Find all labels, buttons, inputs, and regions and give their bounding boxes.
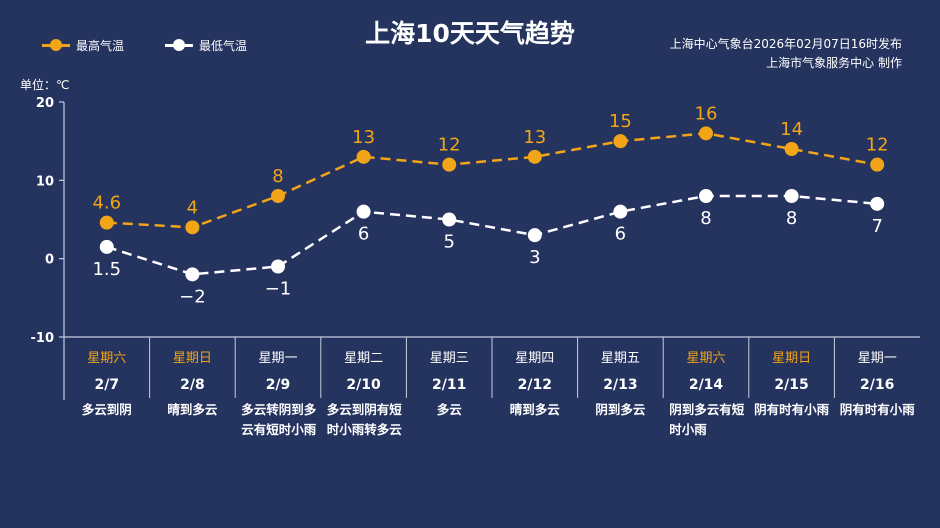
low-temp-label: 3 xyxy=(529,247,540,268)
high-temp-label: 15 xyxy=(609,111,632,132)
high-temp-label: 8 xyxy=(272,166,283,187)
high-temp-label: 14 xyxy=(780,119,803,140)
high-temp-label: 16 xyxy=(695,103,718,124)
high-temp-line xyxy=(106,132,878,229)
low-temp-point xyxy=(784,189,799,203)
weather-text: 时小雨 xyxy=(669,422,707,437)
weather-text: 阴到多云有短 xyxy=(669,402,745,417)
date-label: 2/10 xyxy=(346,377,381,393)
weekday-label: 星期一 xyxy=(858,351,897,366)
weather-text: 多云到阴有短 xyxy=(327,402,403,417)
low-temp-label: 1.5 xyxy=(92,259,121,280)
date-label: 2/9 xyxy=(266,377,291,393)
high-temp-point xyxy=(271,189,285,203)
high-temp-point xyxy=(699,126,713,141)
weather-text: 多云转阴到多 xyxy=(241,402,317,417)
weather-text: 阴有时有小雨 xyxy=(754,402,830,417)
legend-high-marker xyxy=(42,39,70,51)
weekday-label: 星期日 xyxy=(173,351,212,366)
legend-low-marker xyxy=(165,39,193,51)
date-label: 2/14 xyxy=(689,377,724,393)
low-temp-line xyxy=(106,194,878,276)
issuer-line2: 上海市气象服务中心 制作 xyxy=(766,56,902,70)
low-temp-point xyxy=(699,189,713,203)
low-temp-point xyxy=(185,267,200,282)
weekday-label: 星期日 xyxy=(772,351,811,366)
weekday-label: 星期六 xyxy=(87,351,126,366)
date-label: 2/7 xyxy=(94,377,119,393)
low-temp-label: −1 xyxy=(265,279,292,300)
chart-title: 上海10天天气趋势 xyxy=(365,19,575,48)
low-temp-point xyxy=(442,212,457,227)
y-tick-label: 0 xyxy=(45,253,54,268)
high-temp-label: 13 xyxy=(523,127,546,148)
legend-low: 最低气温 xyxy=(165,37,247,54)
low-temp-point xyxy=(356,204,371,219)
legend-high: 最高气温 xyxy=(42,37,124,54)
low-temp-label: 6 xyxy=(615,224,626,245)
low-temp-point xyxy=(271,259,285,274)
issuer-line1: 上海中心气象台2026年02月07日16时发布 xyxy=(669,37,902,51)
date-label: 2/16 xyxy=(860,377,894,393)
low-temp-label: 6 xyxy=(358,224,369,245)
y-axis-label: 单位：℃ xyxy=(20,78,70,92)
weather-text: 云有短时小雨 xyxy=(241,422,317,437)
weather-text: 阴有时有小雨 xyxy=(840,402,916,417)
y-tick-label: 10 xyxy=(36,174,54,189)
weekday-label: 星期六 xyxy=(686,351,725,366)
weekday-label: 星期三 xyxy=(430,351,469,366)
high-temp-point xyxy=(870,157,885,172)
high-temp-point xyxy=(99,215,114,230)
low-temp-label: 7 xyxy=(871,216,882,237)
legend-low-label: 最低气温 xyxy=(199,39,248,53)
low-temp-point xyxy=(527,228,542,243)
date-label: 2/11 xyxy=(432,377,466,393)
weekday-label: 星期五 xyxy=(601,351,640,366)
weather-text: 晴到多云 xyxy=(510,402,561,417)
low-temp-point xyxy=(613,204,628,219)
date-label: 2/13 xyxy=(603,377,637,393)
high-temp-point xyxy=(784,142,799,156)
low-temp-label: 8 xyxy=(786,208,797,229)
legend-high-label: 最高气温 xyxy=(76,39,125,53)
high-temp-point xyxy=(185,220,200,235)
low-temp-label: 8 xyxy=(700,208,711,229)
date-label: 2/8 xyxy=(180,377,205,393)
high-temp-label: 4.6 xyxy=(92,193,121,214)
date-label: 2/12 xyxy=(518,377,552,393)
weather-text: 晴到多云 xyxy=(167,402,218,417)
low-temp-label: 5 xyxy=(443,232,454,253)
date-label: 2/15 xyxy=(774,377,808,393)
low-temp-label: −2 xyxy=(179,286,206,307)
weather-text: 时小雨转多云 xyxy=(327,422,403,437)
weekday-label: 星期二 xyxy=(344,351,383,366)
high-temp-label: 4 xyxy=(187,197,198,218)
y-tick-label: 20 xyxy=(36,96,54,111)
low-temp-point xyxy=(870,196,885,211)
high-temp-label: 12 xyxy=(866,135,889,156)
high-temp-point xyxy=(613,134,628,149)
weather-text: 多云 xyxy=(437,402,463,417)
high-temp-point xyxy=(356,149,371,164)
weekday-label: 星期一 xyxy=(258,351,297,366)
high-temp-point xyxy=(527,149,542,164)
y-tick-label: -10 xyxy=(31,331,55,346)
high-temp-point xyxy=(442,157,457,172)
high-temp-label: 12 xyxy=(438,135,461,156)
low-temp-point xyxy=(99,239,114,254)
high-temp-label: 13 xyxy=(352,127,375,148)
weather-text: 多云到阴 xyxy=(82,402,132,417)
weekday-label: 星期四 xyxy=(515,351,554,366)
weather-text: 阴到多云 xyxy=(595,402,646,417)
